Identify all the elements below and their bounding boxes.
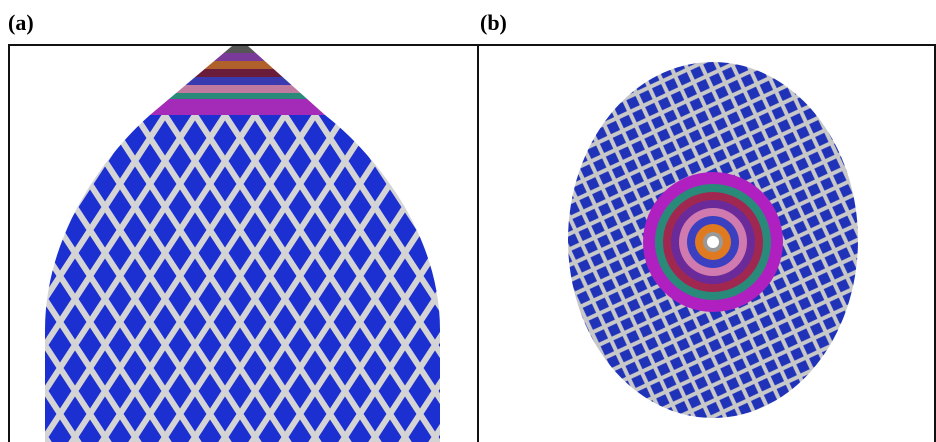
rings xyxy=(643,172,783,312)
panel-label: (b) xyxy=(480,10,507,35)
figure: (a) (b) xyxy=(0,0,936,442)
panel-label: (a) xyxy=(8,10,34,35)
